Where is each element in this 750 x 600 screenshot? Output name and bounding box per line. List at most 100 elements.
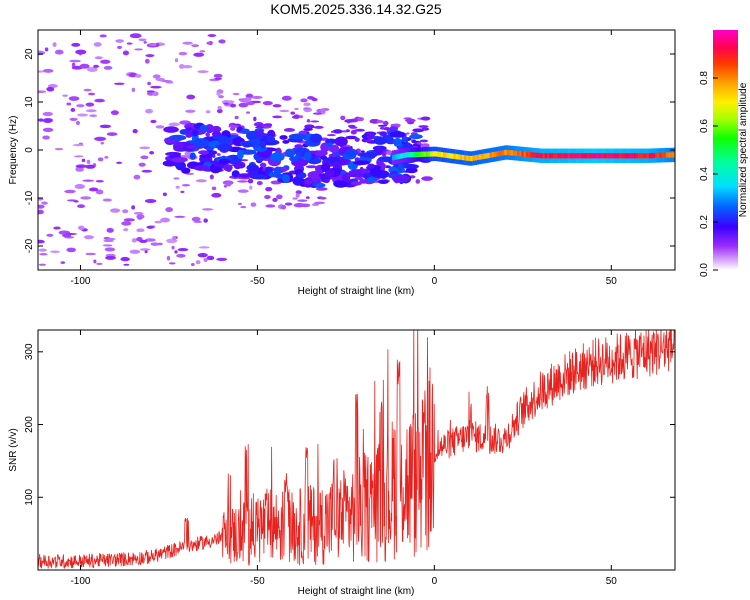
spectrogram-cell [232, 92, 240, 96]
spectrogram-cell [205, 123, 215, 134]
spectrogram-cell [166, 255, 171, 261]
spectrogram-cell [405, 167, 418, 174]
spectrogram-cell [50, 250, 61, 254]
spectrogram-cell [345, 148, 359, 157]
spectrogram-trace-cell [587, 153, 590, 159]
spectrogram-cell [146, 225, 154, 229]
spectrogram-cell [38, 70, 45, 73]
spectrogram-trace-cell [659, 152, 662, 158]
spectrogram-y-tick-label: 10 [24, 96, 35, 108]
spectrogram-trace-cell [517, 150, 520, 157]
spectrogram-cell [82, 179, 95, 182]
spectrogram-cell [238, 177, 251, 180]
spectrogram-cell [245, 101, 255, 106]
spectrogram-cell [297, 172, 307, 179]
spectrogram-trace-cell [532, 152, 535, 158]
spectrogram-cell [102, 244, 113, 247]
spectrogram-cell [195, 260, 201, 265]
spectrogram-cell [420, 116, 431, 121]
spectrogram-cell [75, 49, 87, 55]
spectrogram-cell [366, 176, 377, 183]
spectrogram-cell [282, 174, 291, 184]
spectrogram-cell [38, 263, 47, 266]
spectrogram-trace-cell [542, 153, 545, 159]
spectrogram-trace-cell [599, 153, 603, 159]
spectrogram-cell [345, 135, 358, 140]
spectrogram-trace-cell [476, 154, 480, 161]
spectrogram-cell [106, 227, 114, 233]
spectrogram-cell [303, 151, 312, 161]
spectrogram-cell [122, 50, 130, 56]
spectrogram-cell [145, 108, 153, 114]
spectrogram-cell [68, 96, 80, 101]
spectrogram-cell [303, 102, 311, 107]
spectrogram-cell [255, 126, 265, 129]
spectrogram-cell [71, 62, 76, 67]
spectrogram-cell [360, 150, 365, 153]
spectrogram-cell [216, 257, 228, 261]
spectrogram-trace-cell [657, 152, 660, 159]
spectrogram-cell [77, 204, 86, 208]
spectrogram-cell [115, 39, 124, 43]
spectrogram-cell [304, 124, 315, 129]
spectrogram-cell [418, 125, 429, 128]
spectrogram-cell [244, 97, 252, 102]
spectrogram-cell [199, 153, 213, 159]
spectrogram-trace-cell [661, 152, 664, 158]
spectrogram-trace-cell [540, 153, 543, 159]
spectrogram-cell [165, 207, 173, 213]
spectrogram-trace-cell [406, 152, 410, 158]
spectrogram-cell [405, 118, 416, 123]
spectrogram-trace-cell [474, 155, 477, 161]
spectrogram-cell [144, 198, 157, 204]
spectrogram-trace-cell [633, 153, 637, 159]
spectrogram-cell [103, 65, 113, 70]
spectrogram-cell [76, 120, 80, 126]
spectrogram-cell [259, 140, 267, 149]
spectrogram-cell [197, 252, 208, 258]
spectrogram-cell [143, 41, 147, 44]
spectrogram-cell [203, 257, 208, 262]
spectrogram-trace-cell [419, 151, 422, 157]
spectrogram-cell [378, 156, 393, 162]
spectrogram-cell [397, 163, 404, 172]
colorbar-tick-label: 0.8 [699, 71, 710, 85]
spectrogram-x-axis-label: Height of straight line (km) [298, 286, 415, 297]
spectrogram-cell [246, 164, 259, 172]
spectrogram-trace-cell [546, 153, 550, 159]
spectrogram-cell [174, 250, 178, 254]
spectrogram-cell [97, 157, 104, 162]
snr-y-axis-label: SNR (v/v) [8, 428, 19, 471]
spectrogram-cell [218, 95, 224, 99]
spectrogram-cell [253, 116, 257, 122]
spectrogram-cell [240, 206, 247, 209]
spectrogram-cell [60, 261, 65, 264]
spectrogram-cell [389, 131, 406, 138]
spectrogram-trace-cell [447, 152, 450, 159]
spectrogram-trace-cell [472, 155, 475, 161]
spectrogram-cell [197, 70, 209, 73]
spectrogram-cell [38, 118, 44, 122]
spectrogram-cell [145, 54, 155, 58]
spectrogram-cell [332, 129, 343, 134]
spectrogram-cell [250, 174, 268, 180]
spectrogram-cell [155, 77, 166, 82]
spectrogram-cell [181, 184, 191, 187]
spectrogram-trace-cell [427, 151, 431, 157]
spectrogram-cell [129, 249, 141, 254]
spectrogram-cell [155, 125, 165, 129]
spectrogram-cell [279, 109, 290, 113]
spectrogram-trace [391, 145, 675, 166]
snr-y-tick-label: 200 [24, 416, 35, 433]
spectrogram-cell [357, 117, 364, 122]
spectrogram-cell [174, 215, 186, 218]
spectrogram-cell [211, 186, 217, 191]
spectrogram-cell [110, 110, 119, 116]
spectrogram-cell [147, 81, 151, 86]
spectrogram-cell [250, 202, 257, 207]
spectrogram-trace-cell [470, 155, 473, 162]
spectrogram-cell [131, 87, 136, 92]
spectrogram-trace-cell [604, 153, 607, 159]
spectrogram-trace-cell [529, 152, 533, 158]
